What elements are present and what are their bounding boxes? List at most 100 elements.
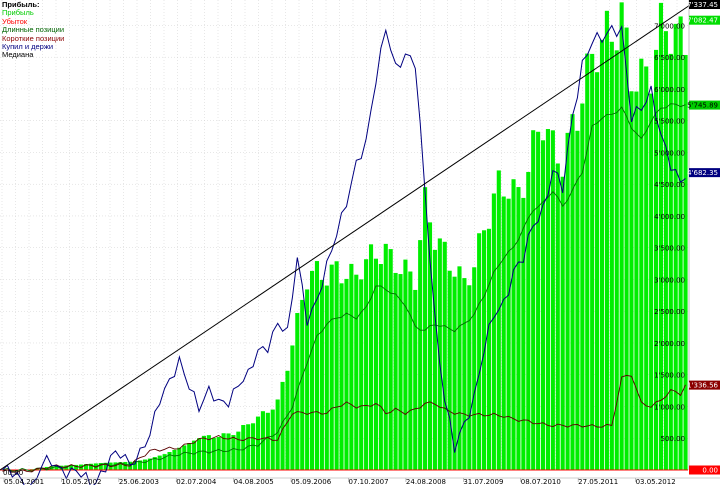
profit-bar: [432, 249, 437, 470]
value-label-box: [689, 465, 720, 475]
profit-bar: [39, 467, 44, 470]
profit-bar: [511, 179, 516, 471]
profit-bar: [619, 2, 624, 470]
profit-bar: [373, 258, 378, 470]
profit-bar: [408, 271, 413, 470]
y-tick-label: 7'000.00: [654, 22, 685, 30]
profit-bar: [162, 454, 167, 470]
profit-bar: [570, 114, 575, 470]
x-tick-label: 05.04.2001: [4, 478, 44, 485]
profit-bar: [403, 259, 408, 470]
profit-bar: [187, 443, 192, 470]
legend-item-short-positions: Короткие позиции: [2, 33, 65, 43]
series-line: [2, 24, 686, 485]
profit-bar: [314, 261, 320, 470]
profit-bar: [339, 283, 344, 470]
profit-bar: [201, 435, 206, 470]
y-tick-label: 1'000.00: [654, 403, 685, 411]
x-tick-label: 31.07.2009: [463, 478, 503, 485]
profit-bar: [496, 170, 501, 470]
y-tick-label: 6'500.00: [654, 54, 685, 62]
profit-bar: [142, 459, 148, 470]
profit-bar: [545, 129, 550, 470]
profit-bar: [565, 132, 570, 470]
profit-bar: [177, 447, 182, 470]
profit-bar: [683, 54, 688, 471]
profit-bar: [216, 437, 221, 470]
legend-item-buy-and-hold: Купил и держи: [2, 42, 54, 52]
profit-bar: [413, 289, 418, 470]
profit-bar: [639, 58, 644, 471]
x-tick-label: 05.09.2006: [291, 478, 332, 485]
profit-bar: [609, 41, 614, 471]
x-tick-label: 24.08.2008: [406, 478, 446, 485]
profit-bar: [349, 263, 354, 470]
y-tick-label: 5'500.00: [654, 118, 685, 126]
x-tick-label: 08.07.2010: [521, 478, 561, 485]
y-tick-label: 2'000.00: [654, 340, 685, 348]
legend: Прибыль: Прибыль Убыток Длинные позиции …: [2, 0, 65, 60]
profit-bar: [44, 466, 49, 470]
profit-bar: [118, 462, 123, 470]
profit-bar: [344, 278, 349, 470]
profit-bar: [658, 2, 664, 470]
profit-bar: [368, 244, 374, 470]
value-labels: 7'337.45 7'082.47 5'745.89 4'682.35 1'336.56…: [687, 0, 720, 475]
profit-bar: [211, 437, 216, 470]
legend-item-long-positions: Длинные позиции: [2, 25, 65, 35]
profit-bar: [398, 274, 403, 470]
profit-bar: [418, 240, 423, 470]
profit-bar: [265, 412, 270, 470]
profit-bar: [167, 452, 172, 470]
profit-bar: [506, 198, 511, 471]
profit-bar: [423, 187, 428, 470]
profit-bar: [54, 465, 59, 470]
profit-bar: [310, 270, 315, 470]
profit-bar: [452, 276, 457, 470]
profit-bar: [462, 278, 467, 470]
value-label-box: [689, 0, 720, 9]
profit-bar: [599, 39, 605, 471]
y-tick-label: 5'000.00: [654, 149, 685, 157]
y-tick-label: 6'000.00: [654, 86, 685, 94]
profit-bar: [629, 91, 634, 471]
profit-bar: [477, 233, 482, 470]
profit-bar: [133, 461, 138, 470]
profit-bar: [152, 457, 157, 470]
profit-bar: [147, 458, 152, 470]
value-label: 4'682.35: [687, 169, 718, 177]
profit-bar: [614, 50, 619, 470]
profit-bar: [246, 424, 251, 470]
x-tick-label: 25.06.2003: [119, 478, 159, 485]
profit-bar: [491, 193, 496, 470]
profit-bar: [74, 464, 79, 470]
profit-bar: [663, 31, 668, 470]
profit-bar: [226, 433, 231, 470]
profit-bar: [251, 423, 256, 470]
profit-bar: [550, 130, 555, 471]
profit-bar: [457, 266, 462, 470]
value-label: 7'082.47: [687, 17, 718, 25]
profit-bar: [231, 435, 236, 470]
value-label: 5'745.89: [687, 102, 718, 110]
profit-bar: [236, 431, 241, 470]
profit-bar: [560, 176, 565, 470]
profit-bar: [580, 103, 585, 470]
x-tick-label: 04.08.2005: [234, 478, 274, 485]
profit-bar: [319, 279, 324, 470]
profit-bar: [486, 228, 492, 470]
x-tick-label: 10.05.2002: [61, 478, 101, 485]
profit-bar: [540, 140, 546, 470]
legend-item-loss: Убыток: [2, 16, 28, 26]
profit-bar: [305, 289, 310, 470]
profit-bar: [388, 249, 393, 470]
profit-bar: [427, 222, 433, 470]
y-tick-label: 4'500.00: [654, 181, 685, 189]
profit-bar: [300, 299, 305, 470]
profit-bar: [113, 462, 118, 470]
profit-bar: [634, 91, 639, 470]
profit-bar: [624, 27, 629, 471]
profit-bar: [255, 416, 261, 470]
